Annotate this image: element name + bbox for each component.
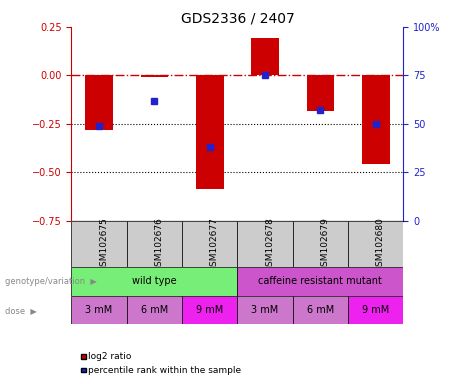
- Text: dose  ▶: dose ▶: [5, 306, 36, 314]
- Bar: [127, 296, 182, 324]
- Text: GSM102676: GSM102676: [154, 217, 164, 272]
- Bar: [127, 221, 182, 269]
- Text: genotype/variation  ▶: genotype/variation ▶: [5, 277, 96, 286]
- Bar: [182, 296, 237, 324]
- Text: 6 mM: 6 mM: [141, 305, 168, 315]
- Text: GSM102675: GSM102675: [99, 217, 108, 272]
- Bar: [196, 75, 224, 189]
- Text: GSM102678: GSM102678: [265, 217, 274, 272]
- Bar: [237, 267, 403, 296]
- Text: 6 mM: 6 mM: [307, 305, 334, 315]
- Bar: [71, 221, 127, 269]
- Bar: [293, 296, 348, 324]
- Text: GSM102680: GSM102680: [376, 217, 385, 272]
- Bar: [237, 221, 293, 269]
- Bar: [182, 221, 237, 269]
- Text: 3 mM: 3 mM: [85, 305, 113, 315]
- Bar: [141, 75, 168, 77]
- Title: GDS2336 / 2407: GDS2336 / 2407: [181, 12, 294, 26]
- Text: GSM102679: GSM102679: [320, 217, 330, 272]
- Bar: [251, 38, 279, 75]
- Bar: [348, 296, 403, 324]
- Bar: [307, 75, 334, 111]
- Bar: [237, 296, 293, 324]
- Bar: [293, 221, 348, 269]
- Text: wild type: wild type: [132, 276, 177, 286]
- Bar: [71, 267, 237, 296]
- Text: caffeine resistant mutant: caffeine resistant mutant: [259, 276, 382, 286]
- Text: 9 mM: 9 mM: [196, 305, 224, 315]
- Text: percentile rank within the sample: percentile rank within the sample: [88, 366, 241, 375]
- Text: 3 mM: 3 mM: [251, 305, 279, 315]
- Bar: [348, 221, 403, 269]
- Text: GSM102677: GSM102677: [210, 217, 219, 272]
- Text: 9 mM: 9 mM: [362, 305, 390, 315]
- Bar: [85, 75, 113, 130]
- Bar: [362, 75, 390, 164]
- Text: log2 ratio: log2 ratio: [88, 353, 131, 361]
- Bar: [71, 296, 127, 324]
